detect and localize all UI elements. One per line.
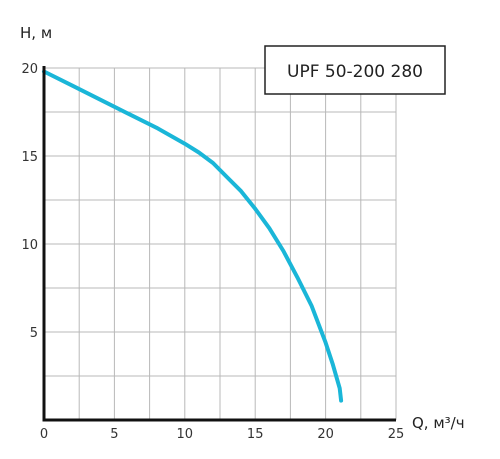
x-axis-label: Q, м³/ч [412, 414, 465, 432]
series-line-head-curve [42, 69, 344, 403]
grid-lines [43, 67, 397, 421]
y-tick-label: 20 [21, 62, 38, 77]
chart-title: UPF 50-200 280 [287, 62, 423, 82]
model-label-box [264, 45, 446, 95]
y-tick-label: 15 [21, 150, 38, 165]
x-tick-label: 5 [110, 427, 118, 442]
y-tick-label: 10 [21, 238, 38, 253]
tick-labels: 0 5 10 15 20 25 5 10 15 20 [21, 62, 404, 442]
axes [42, 66, 396, 422]
x-tick-label: 10 [177, 427, 194, 442]
x-tick-label: 20 [317, 427, 334, 442]
x-tick-label: 0 [40, 427, 48, 442]
y-tick-label: 5 [30, 326, 38, 341]
x-tick-label: 25 [388, 427, 405, 442]
y-axis-label: H, м [20, 24, 52, 42]
x-tick-label: 15 [247, 427, 264, 442]
